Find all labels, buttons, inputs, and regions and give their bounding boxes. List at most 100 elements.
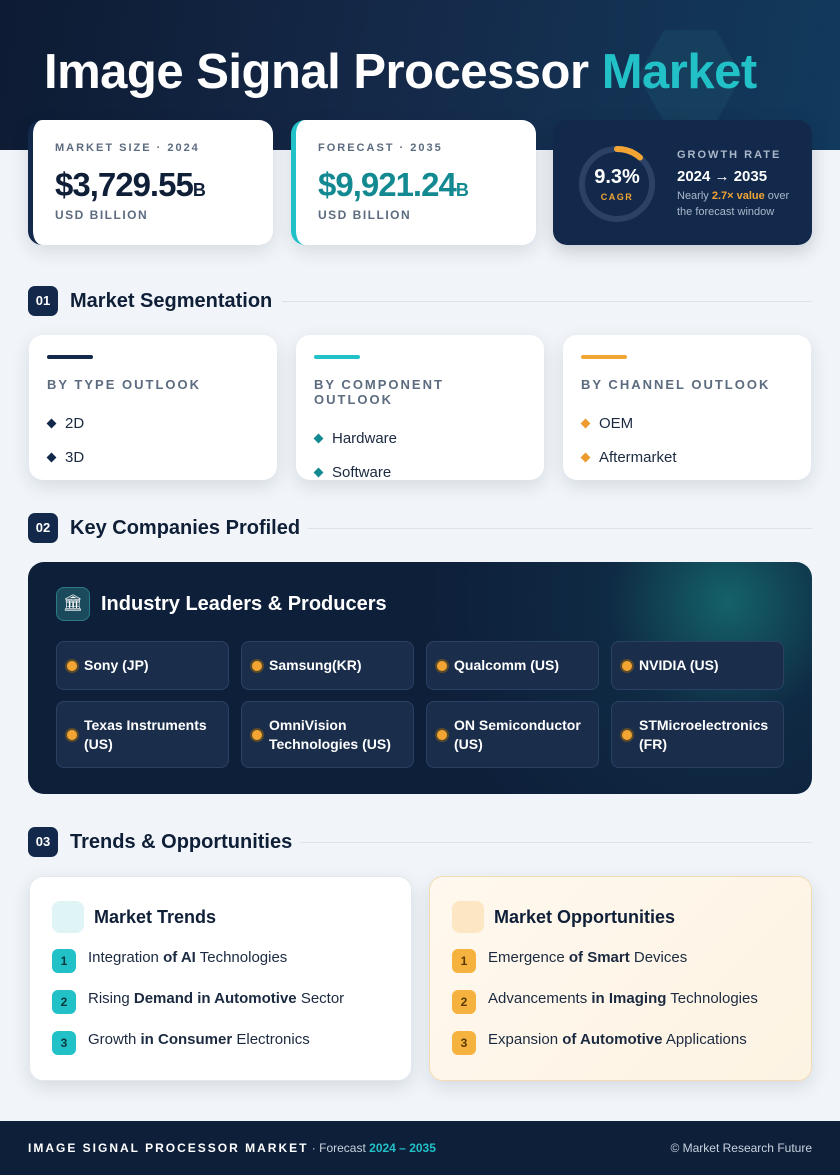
item-number: 3 [52, 1031, 76, 1055]
stat-value: $9,921.24B [318, 166, 536, 204]
chip-dot [437, 729, 447, 740]
item-run: Technologies [666, 990, 758, 1007]
item-run: Devices [629, 949, 688, 966]
item-text: Integration of AI Technologies [88, 949, 287, 967]
hexagon-decor [638, 30, 742, 122]
section-rule [308, 528, 812, 529]
trend-list: 1 Integration of AI Technologies 2 Rising D… [52, 949, 389, 1072]
company-chip: STMicroelectronics (FR) [611, 701, 784, 768]
item-number: 1 [452, 949, 476, 973]
segment-item: Aftermarket [580, 440, 793, 474]
item-text: Hardware [332, 429, 398, 447]
item-text: Expansion of Automotive Applications [488, 1031, 747, 1049]
company-name: STMicroelectronics (FR) [639, 716, 769, 752]
company-chip: Qualcomm (US) [426, 641, 599, 690]
note-text: Nearly [677, 190, 712, 202]
item-number: 1 [52, 949, 76, 973]
segment-item: Hardware [313, 421, 526, 455]
footer-period: 2024 – 2035 [369, 1141, 436, 1155]
segment-title: BY TYPE OUTLOOK [47, 377, 201, 392]
item-run: Growth [88, 1031, 141, 1048]
item-text: Advancements in Imaging Technologies [488, 990, 758, 1008]
growth-value: 9.3% [594, 166, 640, 188]
company-chip: ON Semiconductor (US) [426, 701, 599, 768]
page-title: Image Signal Processor Market [44, 44, 757, 100]
segment-card: BY TYPE OUTLOOK 2D 3D [29, 335, 277, 480]
stat-value: $3,729.55B [55, 166, 273, 204]
trend-card: Market Trends 1 Integration of AI Technolo… [29, 876, 412, 1081]
section-rule [282, 301, 812, 302]
footer: IMAGE SIGNAL PROCESSOR MARKET · Forecast… [0, 1121, 840, 1175]
accent-bar [581, 355, 627, 359]
item-text: 2D [65, 414, 85, 432]
company-chip: Texas Instruments (US) [56, 701, 229, 768]
section-number: 01 [28, 286, 58, 316]
title-accent: Market [601, 45, 757, 99]
item-run: Sector [296, 990, 345, 1007]
item-number: 2 [452, 990, 476, 1014]
bullet [580, 452, 591, 462]
item-emphasis: Demand in Automotive [133, 990, 297, 1007]
item-emphasis: in Imaging [591, 990, 667, 1007]
segment-list: Hardware Software [313, 421, 526, 489]
trend-item: 1 Integration of AI Technologies [52, 949, 389, 990]
item-text: OEM [599, 414, 634, 432]
section-title: Market Segmentation [70, 290, 273, 312]
growth-caption: CAGR [600, 192, 634, 202]
company-name: ON Semiconductor (US) [454, 716, 581, 752]
footer-title: IMAGE SIGNAL PROCESSOR MARKET [28, 1141, 309, 1155]
item-text: Software [332, 463, 392, 481]
item-run: Rising [88, 990, 134, 1007]
footer-credit: © Market Research Future [670, 1141, 812, 1155]
stat-suffix: B [192, 180, 206, 200]
note-text: over the forecast window [677, 190, 790, 218]
accent-bar [314, 355, 360, 359]
segment-card: BY CHANNEL OUTLOOK OEM Aftermarket [563, 335, 811, 480]
segment-item: 2D [46, 406, 259, 440]
segment-item: OEM [580, 406, 793, 440]
item-run: Advancements [488, 990, 592, 1007]
stat-unit: USD BILLION [55, 208, 149, 222]
segment-list: OEM Aftermarket [580, 406, 793, 474]
section-title: Key Companies Profiled [70, 517, 301, 539]
bullet [46, 418, 57, 428]
trend-item: 3 Expansion of Automotive Applications [452, 1031, 789, 1072]
company-name: Samsung(KR) [269, 657, 362, 673]
growth-ring [579, 145, 655, 222]
item-text: Growth in Consumer Electronics [88, 1031, 310, 1049]
stat-number: $9,921.24 [318, 166, 457, 203]
stat-label: MARKET SIZE · 2024 [55, 142, 200, 154]
bullet [313, 467, 324, 477]
chip-dot [622, 729, 632, 740]
company-name: Sony (JP) [84, 657, 149, 673]
segment-item: 3D [46, 440, 259, 474]
item-text: Emergence of Smart Devices [488, 949, 687, 967]
panel-title: Industry Leaders & Producers [101, 593, 387, 615]
company-chip: NVIDIA (US) [611, 641, 784, 690]
section-number: 02 [28, 513, 58, 543]
companies-panel: 🏛 Industry Leaders & Producers Sony (JP)… [28, 562, 812, 794]
segment-title: BY CHANNEL OUTLOOK [581, 377, 771, 392]
item-number: 2 [52, 990, 76, 1014]
company-name: Qualcomm (US) [454, 657, 560, 673]
footer-sub: · Forecast [308, 1141, 370, 1155]
title-main: Image Signal Processor [44, 45, 589, 99]
growth-period: 2024 → 2035 [677, 168, 768, 185]
growth-label: GROWTH RATE [677, 149, 782, 161]
segment-title: BY COMPONENT OUTLOOK [314, 377, 444, 407]
section-title: Trends & Opportunities [70, 831, 293, 853]
note-highlight: 2.7× value [711, 190, 765, 202]
item-run: Expansion [488, 1031, 563, 1048]
chip-dot [252, 729, 262, 740]
item-run: Technologies [195, 949, 288, 966]
bullet [580, 418, 591, 428]
company-chip: Samsung(KR) [241, 641, 414, 690]
company-chip: OmniVision Technologies (US) [241, 701, 414, 768]
section-rule [300, 842, 812, 843]
item-run: Integration [88, 949, 164, 966]
chip-dot [437, 660, 447, 671]
item-emphasis: of Automotive [562, 1031, 663, 1048]
item-run: Electronics [232, 1031, 310, 1048]
trend-list: 1 Emergence of Smart Devices 2 Advancements… [452, 949, 789, 1072]
